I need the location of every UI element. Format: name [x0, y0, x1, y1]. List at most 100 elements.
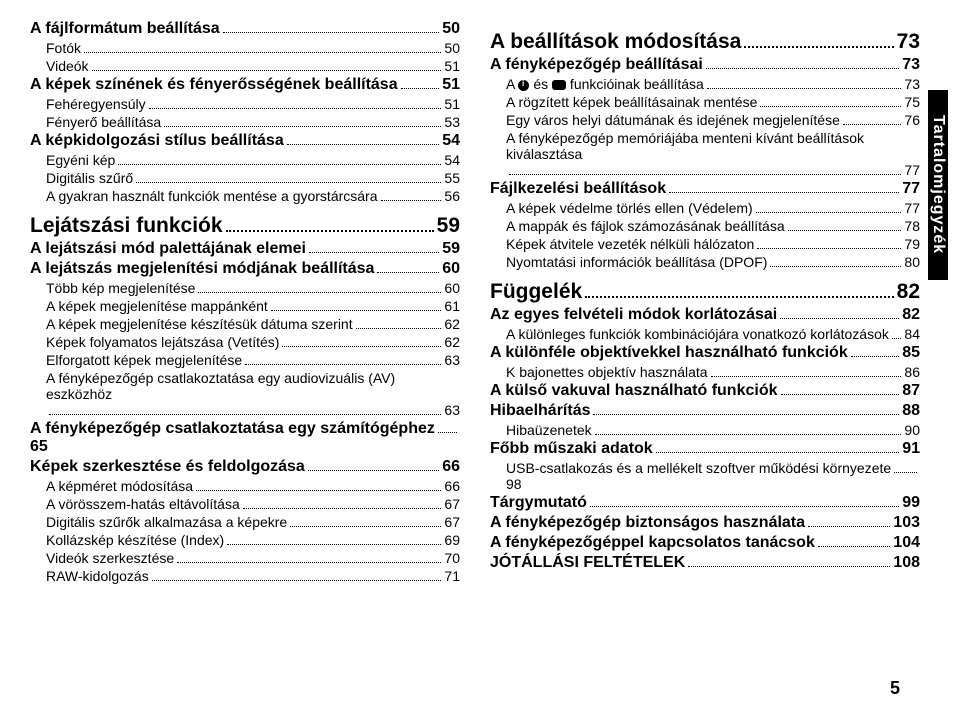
mode-icon [552, 80, 566, 90]
toc-page: 59 [437, 214, 460, 238]
toc-leader [381, 200, 442, 201]
toc-leader [377, 272, 439, 273]
toc-page: 88 [902, 402, 920, 420]
toc-entry: A lejátszás megjelenítési módjának beáll… [30, 260, 460, 278]
toc-entry: Digitális szűrők alkalmazása a képekre 6… [30, 514, 460, 530]
toc-entry: A képek védelme törlés ellen (Védelem) 7… [490, 200, 920, 216]
toc-entry: Az egyes felvételi módok korlátozásai 82 [490, 306, 920, 324]
toc-page: 99 [902, 494, 920, 512]
toc-label: Digitális szűrő [46, 170, 133, 186]
toc-leader [227, 544, 441, 545]
toc-leader [593, 414, 899, 415]
toc-entry: Hibaüzenetek 90 [490, 422, 920, 438]
toc-leader [198, 292, 441, 293]
toc-label: Fotók [46, 40, 81, 56]
toc-leader [309, 252, 439, 253]
toc-entry: A képkidolgozási stílus beállítása 54 [30, 132, 460, 150]
toc-leader [780, 318, 899, 319]
toc-entry: Fényerő beállítása 53 [30, 114, 460, 130]
toc-page: 60 [444, 280, 460, 296]
toc-leader [770, 266, 901, 267]
toc-entry: Főbb műszaki adatok 91 [490, 440, 920, 458]
toc-entry: A fényképezőgép beállításai 73 [490, 56, 920, 74]
toc-column-left: A fájlformátum beállítása 50 Fotók 50 Vide… [30, 20, 460, 586]
toc-label: USB-csatlakozás és a mellékelt szoftver … [506, 460, 891, 476]
toc-label: JÓTÁLLÁSI FELTÉTELEK [490, 554, 685, 572]
toc-label: A vörösszem-hatás eltávolítása [46, 496, 240, 512]
toc-leader [894, 472, 917, 473]
toc-page: 77 [904, 200, 920, 216]
toc-columns: A fájlformátum beállítása 50 Fotók 50 Vide… [30, 20, 920, 586]
toc-leader [760, 106, 901, 107]
toc-label: Függelék [490, 280, 582, 304]
toc-entry: A vörösszem-hatás eltávolítása 67 [30, 496, 460, 512]
toc-label: A fényképezőgép biztonságos használata [490, 514, 805, 532]
toc-leader [243, 508, 442, 509]
toc-leader [287, 144, 439, 145]
toc-label: A lejátszási mód palettájának elemei [30, 240, 306, 258]
toc-label: Egy város helyi dátumának és idejének me… [506, 112, 840, 128]
toc-entry: A fájlformátum beállítása 50 [30, 20, 460, 38]
toc-leader [245, 364, 441, 365]
toc-entry: Kollázskép készítése (Index) 69 [30, 532, 460, 548]
toc-leader [196, 490, 441, 491]
toc-page: 79 [904, 236, 920, 252]
toc-page: 85 [902, 344, 920, 362]
toc-leader [688, 566, 890, 567]
toc-label: Elforgatott képek megjelenítése [46, 352, 242, 368]
toc-label: Kollázskép készítése (Index) [46, 532, 224, 548]
toc-leader [92, 70, 442, 71]
toc-entry: Egy város helyi dátumának és idejének me… [490, 112, 920, 128]
toc-entry: Több kép megjelenítése 60 [30, 280, 460, 296]
toc-leader [177, 562, 441, 563]
toc-page: 62 [444, 334, 460, 350]
toc-leader [509, 174, 901, 175]
toc-page: 71 [444, 568, 460, 584]
toc-entry: Nyomtatási információk beállítása (DPOF)… [490, 254, 920, 270]
toc-label: A képek színének és fényerősségének beál… [30, 76, 398, 94]
toc-label: A képek megjelenítése mappánként [46, 298, 268, 314]
toc-page: 76 [904, 112, 920, 128]
toc-entry: Képek folyamatos lejátszása (Vetítés) 62 [30, 334, 460, 350]
toc-page: 78 [904, 218, 920, 234]
toc-page: 82 [902, 306, 920, 324]
toc-leader [590, 506, 899, 507]
toc-page: 56 [444, 188, 460, 204]
toc-leader [223, 32, 440, 33]
toc-entry: A különleges funkciók kombinációjára von… [490, 326, 920, 342]
toc-entry: A beállítások módosítása 73 [490, 30, 920, 54]
toc-entry: A képek megjelenítése készítésük dátuma … [30, 316, 460, 332]
toc-page: 82 [897, 280, 920, 304]
toc-label: A lejátszás megjelenítési módjának beáll… [30, 260, 374, 278]
toc-label: A fényképezőgép csatlakoztatása egy audi… [46, 370, 460, 402]
toc-page: 50 [442, 20, 460, 38]
toc-label: A képek megjelenítése készítésük dátuma … [46, 316, 353, 332]
toc-label: Fájlkezelési beállítások [490, 180, 666, 198]
toc-entry: Hibaelhárítás 88 [490, 402, 920, 420]
toc-entry: A fényképezőgép csatlakoztatása egy szám… [30, 420, 460, 456]
toc-leader [843, 124, 902, 125]
toc-leader [711, 376, 902, 377]
toc-page: 51 [442, 76, 460, 94]
toc-page: 77 [902, 180, 920, 198]
toc-entry: Fotók 50 [30, 40, 460, 56]
toc-page: 67 [444, 496, 460, 512]
toc-label: Hibaelhárítás [490, 402, 590, 420]
toc-entry: Fehéregyensúly 51 [30, 96, 460, 112]
toc-label: A beállítások módosítása [490, 30, 741, 54]
toc-entry: A képek megjelenítése mappánként 61 [30, 298, 460, 314]
toc-leader [164, 126, 441, 127]
toc-label: Videók szerkesztése [46, 550, 174, 566]
toc-page: 66 [442, 458, 460, 476]
toc-entry: Egyéni kép 54 [30, 152, 460, 168]
toc-entry: Függelék 82 [490, 280, 920, 304]
toc-label: Fehéregyensúly [46, 96, 146, 112]
toc-page: 60 [442, 260, 460, 278]
toc-label: A különleges funkciók kombinációjára von… [506, 326, 889, 342]
toc-label: A fényképezőgép csatlakoztatása egy szám… [30, 420, 435, 438]
toc-label: A fájlformátum beállítása [30, 20, 220, 38]
toc-page: 54 [442, 132, 460, 150]
toc-leader [308, 470, 439, 471]
toc-entry: A képek színének és fényerősségének beál… [30, 76, 460, 94]
toc-entry: Képek szerkesztése és feldolgozása 66 [30, 458, 460, 476]
